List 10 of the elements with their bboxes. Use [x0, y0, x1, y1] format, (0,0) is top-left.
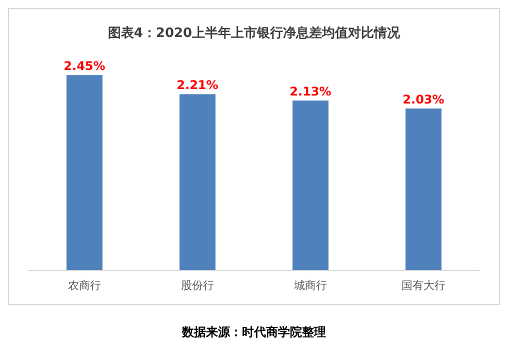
x-tick-label: 农商行: [68, 279, 101, 292]
x-tick-label: 城商行: [294, 279, 327, 292]
annotation: 数据来源：时代商学院整理: [182, 325, 326, 339]
title: 图表4：2020上半年上市银行净息差均值对比情况: [108, 26, 400, 41]
data-label: 2.21%: [176, 78, 218, 92]
x-tick-label: 国有大行: [402, 279, 446, 292]
data-label: 2.03%: [402, 92, 444, 106]
data-label: 2.13%: [290, 84, 332, 99]
data-label: 2.45%: [64, 59, 106, 74]
x-tick-label: 股份行: [181, 279, 214, 292]
